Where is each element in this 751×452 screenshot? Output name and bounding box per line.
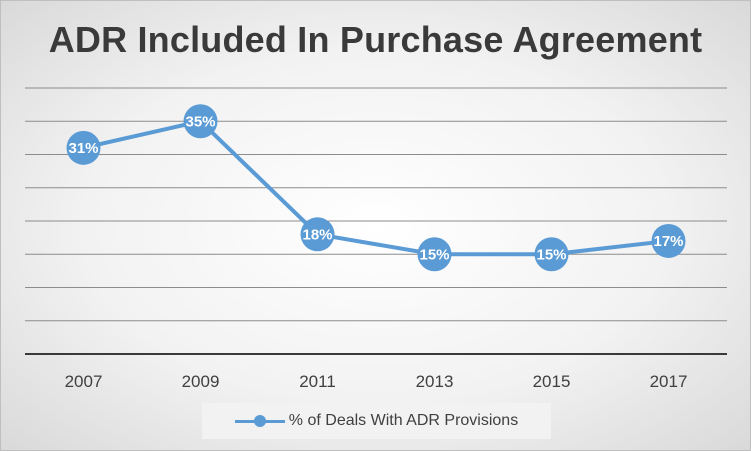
- x-tick-label: 2015: [533, 372, 571, 391]
- x-tick-label: 2017: [650, 372, 688, 391]
- chart-title: ADR Included In Purchase Agreement: [48, 19, 703, 60]
- x-tick-label: 2009: [182, 372, 220, 391]
- data-point: [183, 104, 218, 139]
- data-label: 15%: [419, 246, 449, 263]
- data-label: 18%: [302, 226, 332, 243]
- data-label: 17%: [653, 233, 683, 250]
- gridlines: [25, 87, 727, 355]
- series-line: [83, 119, 669, 257]
- data-point: [66, 130, 101, 165]
- data-label: 35%: [185, 113, 215, 130]
- data-point: [651, 223, 686, 258]
- legend: % of Deals With ADR Provisions: [202, 403, 551, 439]
- x-tick-label: 2013: [416, 372, 454, 391]
- data-label: 15%: [536, 246, 566, 263]
- data-label: 31%: [68, 140, 98, 157]
- data-point: [417, 237, 452, 272]
- legend-marker-icon: [234, 414, 285, 428]
- x-tick-label: 2007: [65, 372, 103, 391]
- x-tick-label: 2011: [299, 372, 336, 391]
- legend-label: % of Deals With ADR Provisions: [288, 412, 519, 429]
- series-layer: 31% 35% 18% 15% 15% 17%: [66, 104, 686, 272]
- data-point: [300, 217, 335, 252]
- data-point: [534, 237, 569, 272]
- x-axis-tick-labels: 2007 2009 2011 2013 2015 2017: [65, 372, 688, 391]
